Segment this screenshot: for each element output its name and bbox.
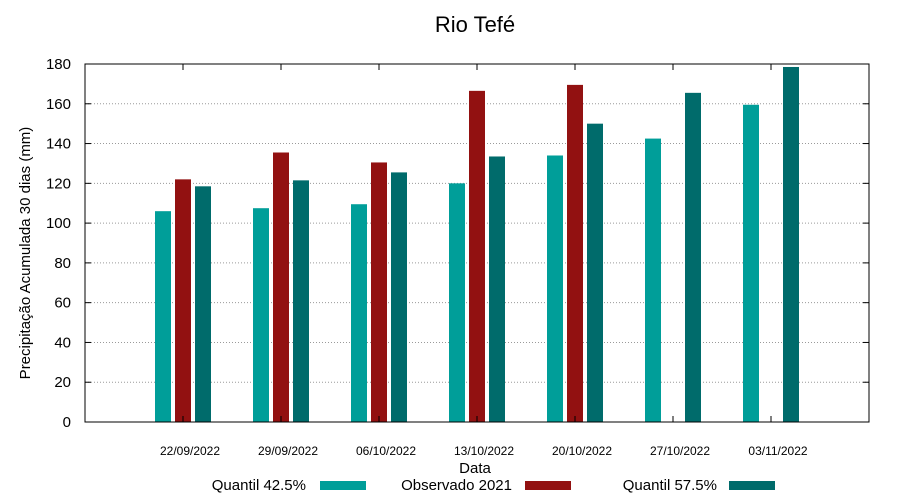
bar [391, 172, 407, 422]
legend-swatch [729, 481, 775, 490]
legend-label: Quantil 57.5% [623, 477, 717, 494]
y-tick-label: 60 [54, 295, 71, 312]
x-tick-label: 27/10/2022 [650, 444, 710, 458]
bar [273, 152, 289, 422]
bar [645, 138, 661, 423]
y-tick-label: 0 [63, 414, 71, 431]
x-axis-label: Data [459, 460, 491, 477]
bar [351, 204, 367, 422]
y-tick-label: 80 [54, 255, 71, 272]
legend: Quantil 42.5% Observado 2021 Quantil 57.5% [212, 477, 775, 494]
chart-title: Rio Tefé [435, 12, 515, 37]
y-tick-label: 140 [46, 136, 71, 153]
y-axis-ticks: 0 20 40 60 80 100 120 140 160 180 [46, 56, 869, 431]
bar [371, 162, 387, 422]
x-tick-label: 29/09/2022 [258, 444, 318, 458]
legend-swatch [525, 481, 571, 490]
y-tick-label: 20 [54, 374, 71, 391]
bar [567, 84, 583, 422]
bar [195, 186, 211, 422]
bar [489, 156, 505, 422]
bar [253, 208, 269, 422]
bar [783, 66, 799, 422]
legend-label: Quantil 42.5% [212, 477, 306, 494]
bar [449, 183, 465, 422]
y-tick-label: 120 [46, 175, 71, 192]
bar [175, 179, 191, 422]
legend-swatch [320, 481, 366, 490]
y-tick-label: 160 [46, 96, 71, 113]
bar [685, 92, 701, 422]
bar [469, 90, 485, 422]
y-tick-label: 180 [46, 56, 71, 73]
y-tick-label: 100 [46, 215, 71, 232]
bar [155, 211, 171, 422]
y-axis-label: Precipitação Acumulada 30 dias (mm) [17, 127, 34, 380]
legend-label: Observado 2021 [401, 477, 512, 494]
bar [587, 123, 603, 423]
bar [547, 155, 563, 422]
x-tick-label: 06/10/2022 [356, 444, 416, 458]
y-tick-label: 40 [54, 334, 71, 351]
bar [293, 180, 309, 422]
bars [155, 66, 799, 423]
x-tick-label: 13/10/2022 [454, 444, 514, 458]
x-tick-label: 03/11/2022 [748, 444, 807, 458]
x-axis-ticks: 22/09/2022 29/09/2022 06/10/2022 13/10/2022… [160, 64, 808, 458]
x-tick-label: 22/09/2022 [160, 444, 220, 458]
x-tick-label: 20/10/2022 [552, 444, 612, 458]
bar [743, 104, 759, 423]
